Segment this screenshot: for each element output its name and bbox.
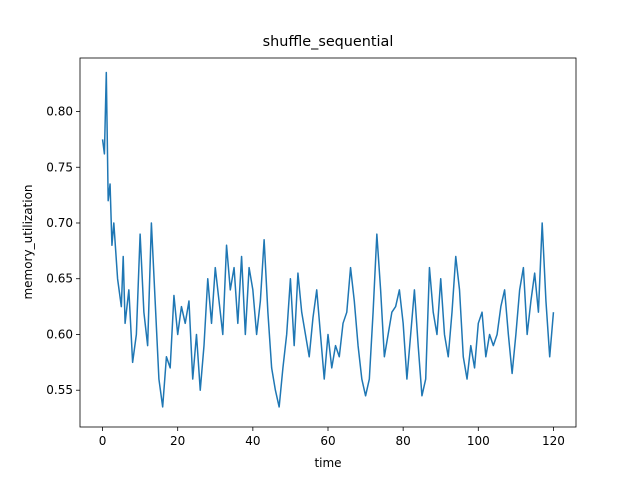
x-tick-label: 80 — [396, 434, 411, 448]
data-line — [101, 71, 555, 408]
y-tick-label: 0.70 — [46, 216, 73, 230]
x-tick-label: 100 — [467, 434, 490, 448]
x-tick-label: 40 — [245, 434, 260, 448]
x-tick-label: 60 — [320, 434, 335, 448]
y-tick-label: 0.65 — [46, 272, 73, 286]
y-axis-label: memory_utilization — [21, 184, 35, 299]
x-tick-label: 20 — [170, 434, 185, 448]
plot-frame — [79, 57, 577, 428]
y-tick-label: 0.80 — [46, 105, 73, 119]
x-tick-label: 0 — [99, 434, 107, 448]
y-tick-label: 0.75 — [46, 160, 73, 174]
y-tick-label: 0.60 — [46, 327, 73, 341]
y-tick-label: 0.55 — [46, 383, 73, 397]
x-axis-label: time — [314, 456, 341, 470]
x-tick-label: 120 — [542, 434, 565, 448]
chart-title: shuffle_sequential — [263, 34, 394, 50]
